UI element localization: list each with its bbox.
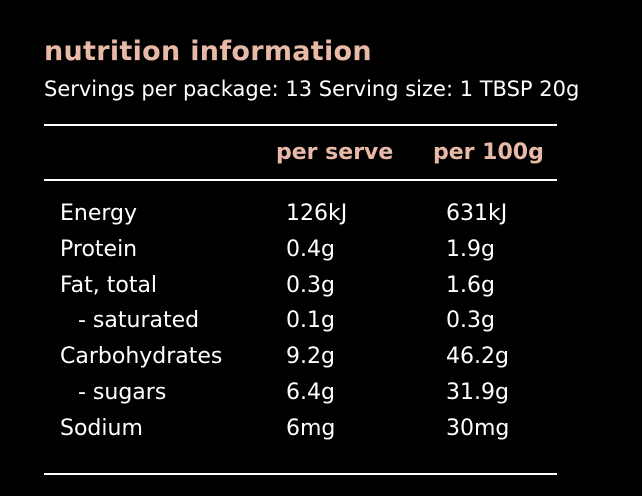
nutrient-row-sugars: - sugars 6.4g 31.9g — [60, 380, 560, 416]
column-header-per-100g: per 100g — [433, 140, 544, 165]
nutrient-label: Sodium — [60, 415, 143, 441]
per-100g-value: 1.6g — [446, 272, 495, 298]
per-serve-value: 6.4g — [286, 379, 335, 405]
nutrient-label: Energy — [60, 201, 138, 226]
panel-title: nutrition information — [44, 36, 372, 67]
per-100g-value: 30mg — [446, 415, 510, 441]
nutrient-row-protein: Protein 0.4g 1.9g — [60, 237, 560, 273]
nutrient-row-carbohydrates: Carbohydrates 9.2g 46.2g — [60, 344, 560, 380]
per-serve-value: 0.3g — [286, 272, 335, 298]
nutrient-row-energy: Energy 126kJ 631kJ — [60, 201, 560, 237]
nutrient-label: Protein — [60, 236, 138, 262]
nutrient-table: Energy 126kJ 631kJ Protein 0.4g 1.9g Fat… — [60, 201, 560, 452]
nutrient-label: - sugars — [78, 379, 167, 405]
nutrient-label: Fat, total — [60, 272, 158, 298]
per-100g-value: 46.2g — [446, 344, 509, 370]
serving-info: Servings per package: 13 Serving size: 1… — [44, 77, 580, 101]
per-serve-value: 6mg — [286, 415, 336, 441]
per-serve-value: 0.1g — [286, 308, 335, 334]
nutrient-row-saturated: - saturated 0.1g 0.3g — [60, 308, 560, 344]
per-serve-value: 126kJ — [286, 201, 348, 226]
column-header-per-serve: per serve — [276, 140, 394, 165]
divider-bottom — [44, 473, 557, 475]
per-100g-value: 31.9g — [446, 379, 509, 405]
per-serve-value: 9.2g — [286, 344, 335, 370]
per-serve-value: 0.4g — [286, 236, 335, 262]
per-100g-value: 1.9g — [446, 236, 495, 262]
divider-header — [44, 179, 557, 181]
nutrient-row-fat-total: Fat, total 0.3g 1.6g — [60, 273, 560, 309]
divider-top — [44, 124, 557, 126]
nutrient-label: Carbohydrates — [60, 344, 223, 370]
per-100g-value: 631kJ — [446, 201, 508, 226]
per-100g-value: 0.3g — [446, 308, 495, 334]
nutrient-label: - saturated — [78, 308, 200, 334]
nutrient-row-sodium: Sodium 6mg 30mg — [60, 416, 560, 452]
